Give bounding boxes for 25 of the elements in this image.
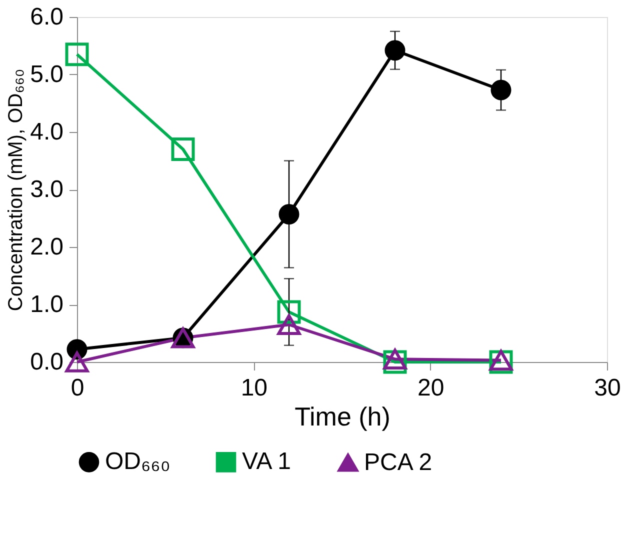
y-tick-label: 3.0: [30, 176, 64, 203]
legend-label: OD₆₆₀: [105, 448, 170, 476]
point: [277, 300, 301, 324]
point: [278, 204, 300, 224]
point: [384, 40, 406, 61]
point: [65, 42, 89, 66]
point: [65, 352, 89, 372]
legend-label: VA 1: [242, 448, 291, 476]
x-tick-label: 20: [417, 374, 444, 402]
point: [277, 314, 301, 335]
x-tick-label: 10: [240, 374, 268, 402]
point: [383, 348, 407, 370]
point: [490, 80, 512, 100]
x-tick-label: 30: [594, 374, 621, 402]
point: [171, 138, 195, 161]
y-tick-label: 4.0: [30, 118, 64, 146]
x-tick-label: 0: [70, 374, 84, 402]
x-axis-title: Time (h): [294, 402, 390, 432]
y-tick-label: 2.0: [30, 234, 64, 260]
y-tick-label: 5.0: [30, 61, 64, 88]
y-tick-label: 0.0: [30, 348, 64, 376]
y-axis-title: Concentration (mM), OD₆₆₀: [5, 68, 28, 312]
legend-label: PCA 2: [364, 448, 432, 476]
y-tick-label: 6.0: [30, 4, 64, 30]
y-tick-label: 1.0: [30, 291, 64, 318]
